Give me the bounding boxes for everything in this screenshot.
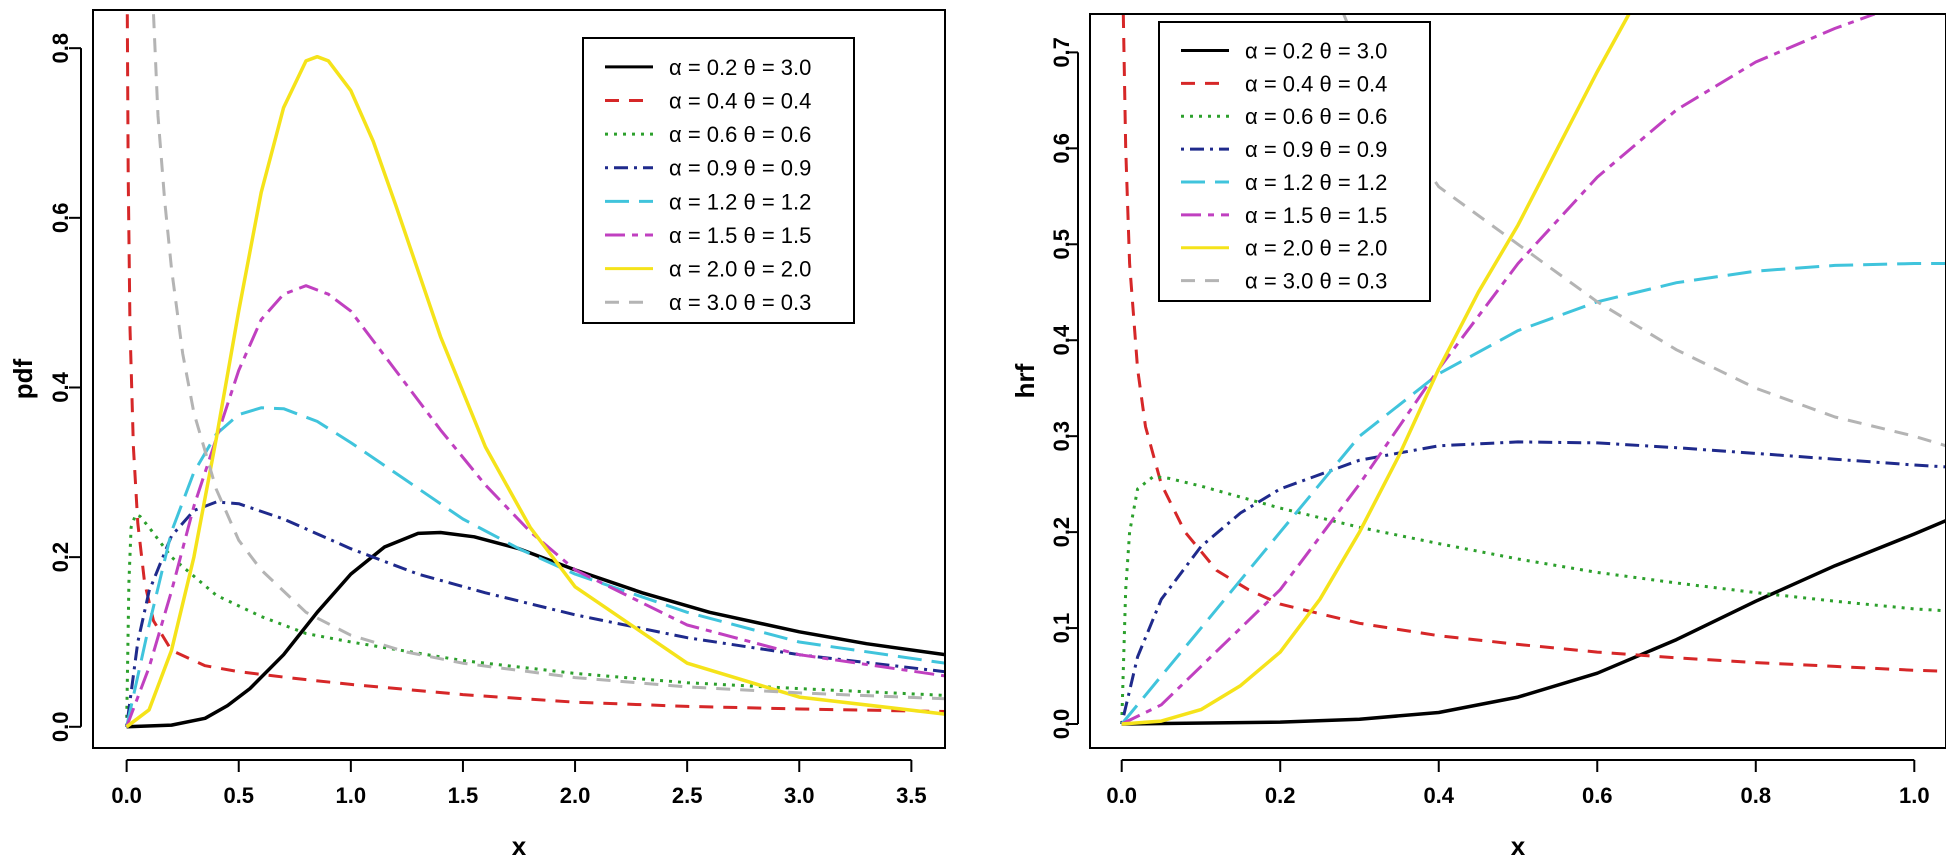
legend-label: α = 0.4 θ = 0.4 [1245,71,1387,96]
legend-label: α = 1.5 θ = 1.5 [669,223,811,248]
legend-label: α = 2.0 θ = 2.0 [669,257,811,282]
x-tick-label: 3.0 [784,783,815,808]
legend-label: α = 0.2 θ = 3.0 [1245,38,1387,63]
legend-label: α = 2.0 θ = 2.0 [1245,236,1387,261]
y-tick-label: 0.5 [1049,229,1074,260]
legend-label: α = 0.6 θ = 0.6 [1245,104,1387,129]
x-tick-label: 0.5 [223,783,254,808]
y-tick-label: 0.3 [1049,421,1074,452]
chart-panel-1: 0.0 0.2 0.4 0.6 0.8 1.0 x 0.0 0.1 0.2 0.3 0.4 0.5 0.6… [1010,13,1946,861]
series-line-4 [1120,262,1946,725]
y-tick-label: 0.4 [48,371,73,402]
plot-frame [1089,13,1946,749]
series-line-4 [125,406,945,728]
y-axis: 0.0 0.1 0.2 0.3 0.4 0.5 0.6 0.7 hrf [1010,37,1079,740]
series-line-3 [1120,440,1946,725]
series-line-0 [1121,518,1946,726]
x-axis: 0.0 0.5 1.0 1.5 2.0 2.5 3.0 3.5 x [111,759,927,861]
series-line-6 [125,54,945,729]
y-tick-label: 0.1 [1049,613,1074,644]
series-line-2 [125,513,945,727]
legend-label: α = 0.4 θ = 0.4 [669,88,811,113]
series-line-5 [125,284,945,728]
series-group [1120,14,1946,726]
legend-box [1158,21,1431,302]
x-tick-label: 1.5 [448,783,479,808]
x-tick-label: 3.5 [896,783,927,808]
legend-label: α = 1.5 θ = 1.5 [1245,203,1387,228]
legend-label: α = 0.9 θ = 0.9 [669,156,811,181]
y-tick-label: 0.0 [48,711,73,742]
x-tick-label: 2.5 [672,783,703,808]
chart-panel-0: 0.0 0.5 1.0 1.5 2.0 2.5 3.0 3.5 x 0.0 0.2 0.4 0.6 0.8… [8,9,946,861]
y-tick-label: 0.4 [1049,324,1074,355]
y-tick-label: 0.2 [1049,517,1074,548]
x-tick-label: 0.0 [1106,783,1137,808]
x-tick-label: 0.6 [1582,783,1613,808]
legend-label: α = 3.0 θ = 0.3 [1245,269,1387,294]
x-axis-label: x [1511,831,1526,861]
y-axis: 0.0 0.2 0.4 0.6 0.8 pdf [8,33,82,742]
x-tick-label: 0.0 [111,783,142,808]
x-axis-label: x [512,831,527,861]
y-tick-label: 0.6 [48,203,73,234]
legend-box [582,37,855,324]
legend: α = 0.2 θ = 3.0 α = 0.4 θ = 0.4 α = 0.6 θ … [582,37,855,324]
x-tick-label: 1.0 [1899,783,1930,808]
x-tick-label: 0.4 [1423,783,1454,808]
series-line-6 [1121,14,1631,726]
y-axis-label: hrf [1010,363,1040,398]
plot-frame [92,9,946,749]
legend-label: α = 1.2 θ = 1.2 [1245,170,1387,195]
legend-label: α = 0.6 θ = 0.6 [669,122,811,147]
series-line-1 [125,14,945,713]
legend: α = 0.2 θ = 3.0 α = 0.4 θ = 0.4 α = 0.6 θ … [1158,21,1431,302]
series-line-3 [125,500,945,727]
series-line-2 [1120,475,1946,725]
series-line-1 [1121,14,1946,673]
y-tick-label: 0.8 [48,33,73,64]
legend-label: α = 0.2 θ = 3.0 [669,55,811,80]
x-tick-label: 0.2 [1265,783,1296,808]
series-group [125,14,945,729]
y-tick-label: 0.6 [1049,133,1074,164]
series-line-0 [126,530,945,729]
y-tick-label: 0.2 [48,542,73,573]
y-axis-label: pdf [8,358,38,399]
legend-label: α = 0.9 θ = 0.9 [1245,137,1387,162]
x-tick-label: 1.0 [336,783,367,808]
y-tick-label: 0.0 [1049,709,1074,740]
legend-label: α = 3.0 θ = 0.3 [669,290,811,315]
x-tick-label: 0.8 [1740,783,1771,808]
y-tick-label: 0.7 [1049,37,1074,68]
legend-label: α = 1.2 θ = 1.2 [669,189,811,214]
x-axis: 0.0 0.2 0.4 0.6 0.8 1.0 x [1106,759,1930,861]
x-tick-label: 2.0 [560,783,591,808]
